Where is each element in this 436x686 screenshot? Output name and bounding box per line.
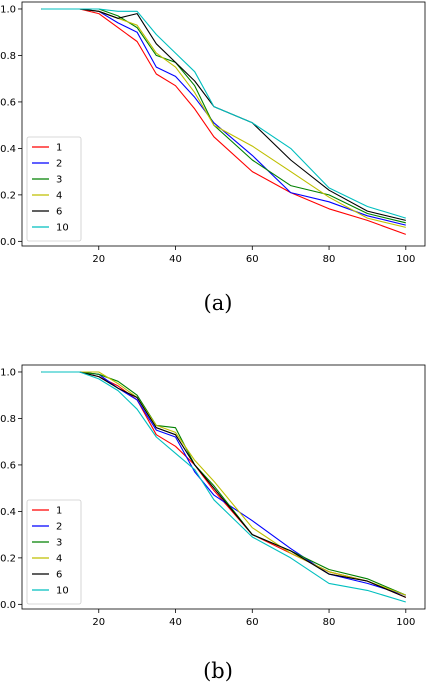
- x-tick-label: 80: [323, 617, 336, 628]
- y-tick-label: 0.8: [0, 414, 16, 425]
- y-tick-label: 0.2: [0, 553, 16, 564]
- x-tick-label: 100: [396, 617, 415, 628]
- series-line-6: [41, 371, 407, 598]
- legend-label-6: 6: [56, 570, 62, 581]
- legend-label-6: 6: [56, 207, 62, 218]
- legend-label-1: 1: [56, 143, 62, 154]
- legend-label-2: 2: [56, 159, 62, 170]
- x-tick-label: 80: [323, 254, 336, 265]
- series-line-1: [41, 371, 407, 598]
- legend-label-10: 10: [56, 223, 69, 234]
- legend-box: [26, 136, 82, 242]
- caption-b: (b): [203, 659, 233, 683]
- legend-label-10: 10: [56, 586, 69, 597]
- series-line-4: [41, 371, 406, 596]
- series-line-6: [41, 8, 406, 221]
- y-tick-label: 0.0: [0, 237, 16, 248]
- y-tick-label: 0.6: [0, 460, 16, 471]
- series-line-4: [41, 8, 406, 228]
- x-tick-label: 20: [92, 617, 105, 628]
- legend-label-4: 4: [56, 191, 62, 202]
- y-tick-label: 0.8: [0, 51, 16, 62]
- series-line-10: [41, 371, 406, 603]
- chart-b: 20 40 60 80 100 0.0 0.2 0.4 0.6 0.8 1.0 1 2 3 4 6 10: [0, 364, 426, 628]
- legend-label-4: 4: [56, 554, 62, 565]
- legend-label-3: 3: [56, 175, 62, 186]
- panel-b: 20 40 60 80 100 0.0 0.2 0.4 0.6 0.8 1.0 1 2 3 4 6 10 (b): [0, 360, 436, 686]
- x-tick-label: 60: [246, 617, 259, 628]
- series-line-10: [41, 8, 406, 219]
- x-tick-label: 100: [396, 254, 415, 265]
- y-tick-label: 0.2: [0, 190, 16, 201]
- y-tick-label: 0.0: [0, 600, 16, 611]
- legend-label-2: 2: [56, 522, 62, 533]
- series-line-2: [41, 8, 406, 226]
- y-tick-label: 0.4: [0, 507, 16, 518]
- x-tick-label: 20: [92, 254, 105, 265]
- x-tick-label: 60: [246, 254, 259, 265]
- y-tick-label: 1.0: [0, 367, 16, 378]
- legend-label-1: 1: [56, 506, 62, 517]
- series-line-3: [41, 371, 407, 596]
- x-tick-label: 40: [169, 617, 182, 628]
- series-line-3: [41, 8, 406, 224]
- x-tick-label: 40: [169, 254, 182, 265]
- y-tick-label: 0.6: [0, 97, 16, 108]
- series-line-2: [41, 371, 406, 596]
- series-line-1: [41, 8, 406, 235]
- chart-a: 20 40 60 80 100 0.0 0.2 0.4 0.6 0.8 1.0 1 2 3 4 6 10: [0, 1, 426, 265]
- legend-label-3: 3: [56, 538, 62, 549]
- y-tick-label: 0.4: [0, 144, 16, 155]
- plot-frame: [21, 364, 426, 610]
- legend-box: [26, 499, 82, 605]
- plot-frame: [21, 1, 426, 247]
- y-tick-label: 1.0: [0, 4, 16, 15]
- caption-a: (a): [203, 291, 233, 315]
- panel-a: 20 40 60 80 100 0.0 0.2 0.4 0.6 0.8 1.0 1 2 3 4 6 10 (a): [0, 0, 436, 330]
